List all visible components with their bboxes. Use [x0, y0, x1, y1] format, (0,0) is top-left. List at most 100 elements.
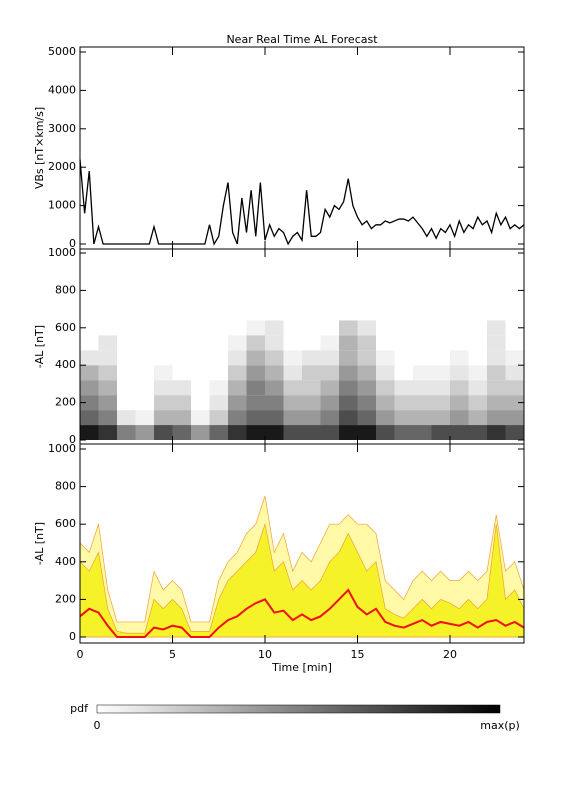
heat-cell: [320, 350, 339, 366]
heat-cell: [80, 410, 99, 426]
heat-cell: [283, 365, 302, 381]
heat-cell: [228, 320, 247, 336]
heat-cell: [431, 380, 450, 396]
y-tick-label: 600: [55, 321, 76, 334]
heat-cell: [80, 350, 99, 366]
heat-cell: [468, 365, 487, 381]
heat-cell: [376, 290, 395, 306]
heat-cell: [376, 425, 395, 440]
heat-cell: [265, 410, 284, 426]
heat-cell: [487, 335, 506, 351]
heat-cell: [376, 305, 395, 321]
heat-cell: [135, 350, 154, 366]
heat-cell: [228, 425, 247, 440]
y-tick-label: 2000: [48, 160, 76, 173]
heat-cell: [413, 395, 432, 411]
panel-frame: [79, 46, 525, 250]
heat-cell: [98, 395, 117, 411]
heat-cell: [172, 395, 191, 411]
heat-cell: [357, 425, 376, 440]
heat-cell: [265, 350, 284, 366]
heat-cell: [135, 395, 154, 411]
y-tick-label: 0: [69, 630, 76, 643]
heat-cell: [339, 305, 358, 321]
heat-cell: [283, 305, 302, 321]
heat-cell: [413, 380, 432, 396]
heat-cell: [117, 425, 136, 440]
heat-cell: [505, 320, 524, 336]
heat-cell: [394, 410, 413, 426]
heat-cell: [135, 305, 154, 321]
heat-cell: [228, 305, 247, 321]
heat-cell: [172, 365, 191, 381]
y-tick-label: 1000: [48, 246, 76, 259]
heat-cell: [172, 320, 191, 336]
heat-cell: [172, 410, 191, 426]
heat-cell: [357, 410, 376, 426]
heat-cell: [376, 410, 395, 426]
heat-cell: [98, 290, 117, 306]
heat-cell: [246, 290, 265, 306]
heat-cell: [450, 335, 469, 351]
heat-cell: [413, 320, 432, 336]
heat-cell: [209, 350, 228, 366]
heat-cell: [154, 365, 173, 381]
heat-cell: [80, 335, 99, 351]
heat-cell: [283, 380, 302, 396]
y-tick-label: 4000: [48, 83, 76, 96]
y-axis-label: -AL [nT]: [33, 325, 46, 368]
heat-cell: [339, 395, 358, 411]
heat-cell: [228, 335, 247, 351]
y-tick-label: 1000: [48, 442, 76, 455]
heat-cell: [394, 350, 413, 366]
heat-cell: [265, 380, 284, 396]
heat-cell: [487, 365, 506, 381]
heat-cell: [505, 350, 524, 366]
heat-cell: [376, 395, 395, 411]
heat-cell: [135, 290, 154, 306]
data-line: [79, 159, 525, 246]
heat-cell: [172, 350, 191, 366]
heat-cell: [302, 305, 321, 321]
heat-cell: [505, 410, 524, 426]
heat-cell: [246, 335, 265, 351]
y-tick-label: 400: [55, 358, 76, 371]
heat-cell: [98, 320, 117, 336]
heat-cell: [339, 320, 358, 336]
heat-cell: [246, 380, 265, 396]
heat-cell: [413, 335, 432, 351]
heat-cell: [154, 425, 173, 440]
y-tick-label: 800: [55, 480, 76, 493]
heat-cell: [117, 335, 136, 351]
heat-cell: [80, 320, 99, 336]
heat-cell: [413, 290, 432, 306]
heat-cell: [394, 320, 413, 336]
heat-cell: [468, 380, 487, 396]
heat-cell: [246, 350, 265, 366]
heat-cell: [505, 305, 524, 321]
heat-cell: [302, 335, 321, 351]
heat-cell: [283, 320, 302, 336]
x-tick-label: 20: [443, 648, 457, 661]
heat-cell: [246, 410, 265, 426]
panel-frame: [79, 443, 525, 644]
heat-cell: [339, 425, 358, 440]
heat-cell: [117, 365, 136, 381]
heat-cell: [302, 395, 321, 411]
heat-cell: [191, 350, 210, 366]
heat-cell: [283, 290, 302, 306]
heat-cell: [191, 380, 210, 396]
heat-cell: [302, 425, 321, 440]
heat-cell: [117, 410, 136, 426]
heat-cell: [468, 425, 487, 440]
heat-cell: [468, 305, 487, 321]
heat-cell: [376, 350, 395, 366]
heat-cell: [80, 380, 99, 396]
y-axis-label: VBs [nT×km/s]: [33, 107, 46, 189]
heat-cell: [357, 320, 376, 336]
heat-cell: [228, 365, 247, 381]
heat-cell: [320, 320, 339, 336]
y-tick-label: 0: [69, 433, 76, 446]
heat-cell: [357, 365, 376, 381]
heat-cell: [154, 320, 173, 336]
